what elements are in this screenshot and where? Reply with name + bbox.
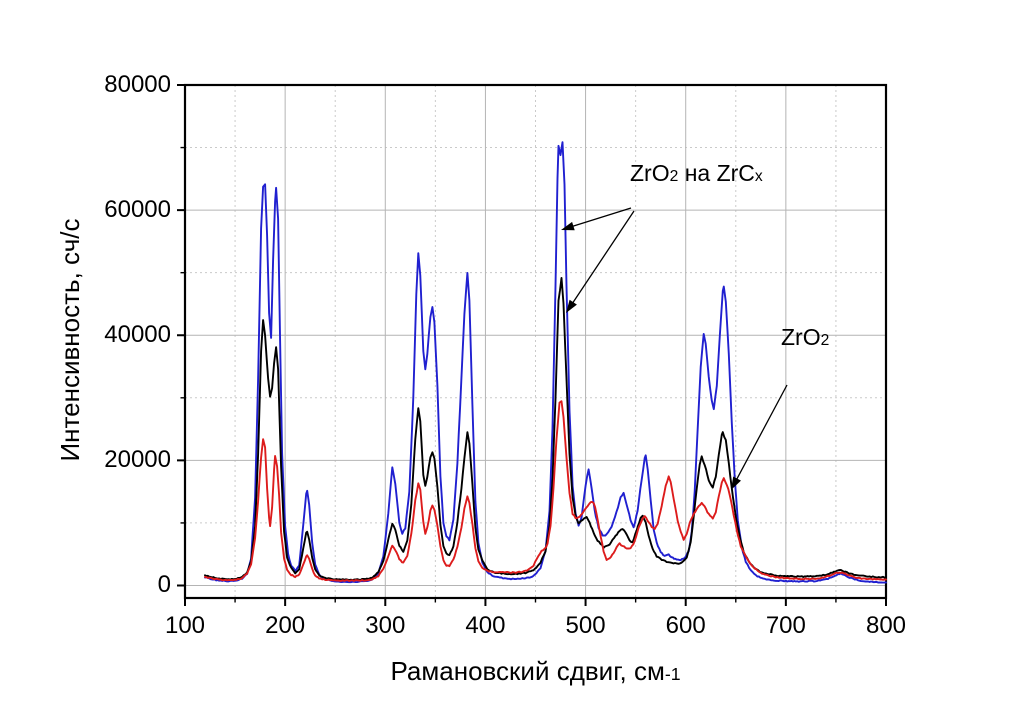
x-tick-label: 100: [164, 612, 206, 639]
annotation-zro2-on-zrcx: ZrO2 на ZrCx: [630, 160, 763, 186]
x-axis-title: Рамановский сдвиг, см-1: [390, 656, 681, 686]
grid-major: [185, 85, 886, 598]
y-tick-label: 40000: [104, 321, 171, 349]
series-0-curve: [204, 141, 887, 584]
y-axis-title: Интенсивность, сч/с: [55, 218, 85, 462]
y-tick-label: 80000: [104, 71, 171, 98]
series-2-curve: [204, 400, 887, 582]
annotation-arrows: [561, 207, 788, 490]
annotation-zro2: ZrO2: [781, 324, 830, 350]
grid-minor: [185, 85, 886, 598]
y-tick-label: 0: [157, 571, 171, 599]
plot-frame: [183, 83, 888, 600]
x-tick-label: 600: [665, 612, 706, 639]
x-tick-label: 800: [865, 612, 907, 639]
x-tick-label: 700: [765, 612, 806, 639]
x-tick-label: 300: [365, 612, 406, 639]
x-tick-label: 200: [265, 612, 306, 639]
x-tick-label: 400: [465, 612, 506, 639]
y-tick-label: 60000: [104, 196, 171, 224]
x-tick-label: 500: [565, 612, 606, 639]
y-tick-label: 20000: [104, 446, 171, 474]
